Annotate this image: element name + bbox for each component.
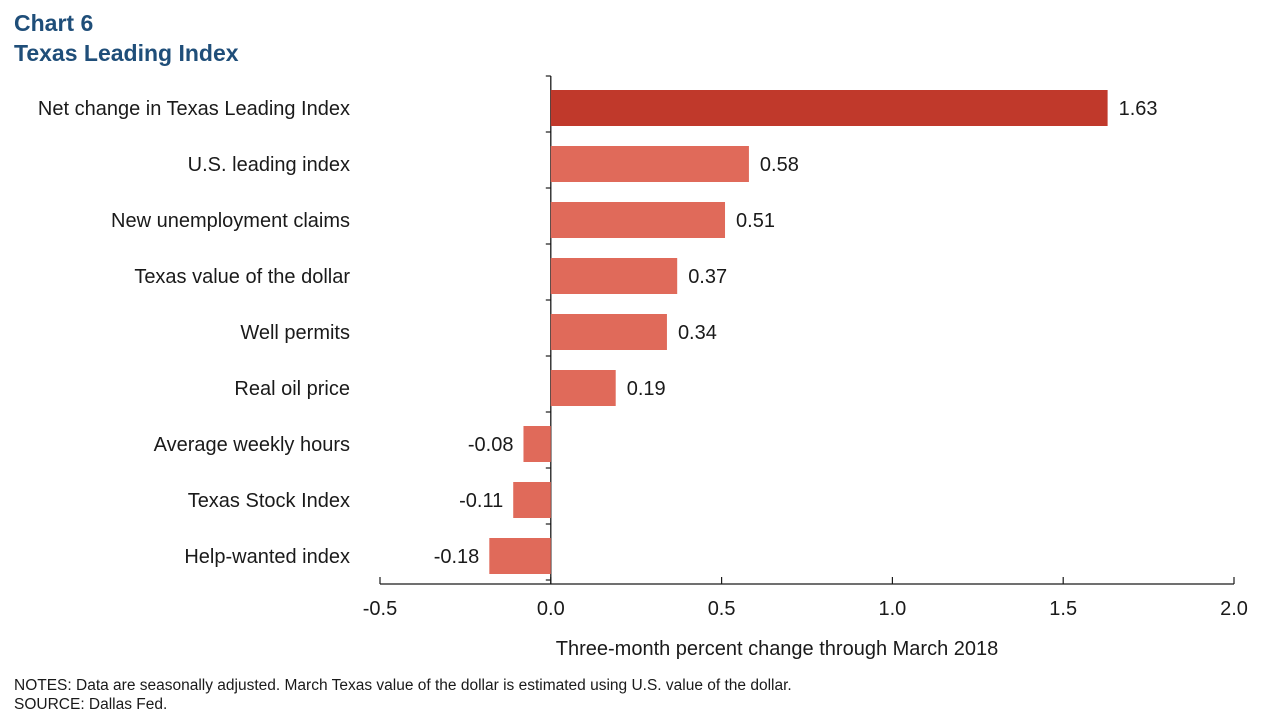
category-label: Net change in Texas Leading Index (38, 98, 350, 120)
data-label: 0.58 (760, 154, 799, 176)
category-label: Texas Stock Index (188, 490, 350, 512)
x-tick-label: 2.0 (1220, 598, 1248, 620)
chart-number: Chart 6 (14, 10, 94, 36)
chart-notes: NOTES: Data are seasonally adjusted. Mar… (14, 676, 792, 714)
x-tick-label: -0.5 (363, 598, 397, 620)
data-label: -0.08 (468, 434, 514, 456)
x-tick-label: 1.0 (878, 598, 906, 620)
notes-text: NOTES: Data are seasonally adjusted. Mar… (14, 677, 792, 694)
category-label: Real oil price (234, 378, 350, 400)
x-tick-label: 0.5 (708, 598, 736, 620)
x-axis-title: Three-month percent change through March… (556, 638, 999, 660)
data-label: 0.51 (736, 210, 775, 232)
x-tick-label: 0.0 (537, 598, 565, 620)
x-tick-label: 1.5 (1049, 598, 1077, 620)
bar (523, 426, 551, 462)
bar (550, 370, 616, 406)
data-label: 0.19 (627, 378, 666, 400)
bar (550, 314, 667, 350)
data-label: -0.18 (434, 546, 480, 568)
category-label: Well permits (240, 322, 350, 344)
bar (513, 482, 551, 518)
category-label: Texas value of the dollar (134, 266, 350, 288)
category-label: Help-wanted index (184, 546, 350, 568)
category-label: U.S. leading index (188, 154, 350, 176)
source-text: SOURCE: Dallas Fed. (14, 696, 168, 713)
data-label: 0.37 (688, 266, 727, 288)
category-label: New unemployment claims (111, 210, 350, 232)
data-label: 1.63 (1119, 98, 1158, 120)
category-label: Average weekly hours (154, 434, 350, 456)
bar (550, 90, 1108, 126)
chart-title: Texas Leading Index (14, 40, 239, 66)
bar (550, 202, 726, 238)
data-label: -0.11 (459, 490, 503, 512)
chart-title-block: Chart 6 Texas Leading Index (14, 8, 239, 68)
bar (550, 146, 749, 182)
bar (489, 538, 551, 574)
bar (550, 258, 678, 294)
data-label: 0.34 (678, 322, 717, 344)
